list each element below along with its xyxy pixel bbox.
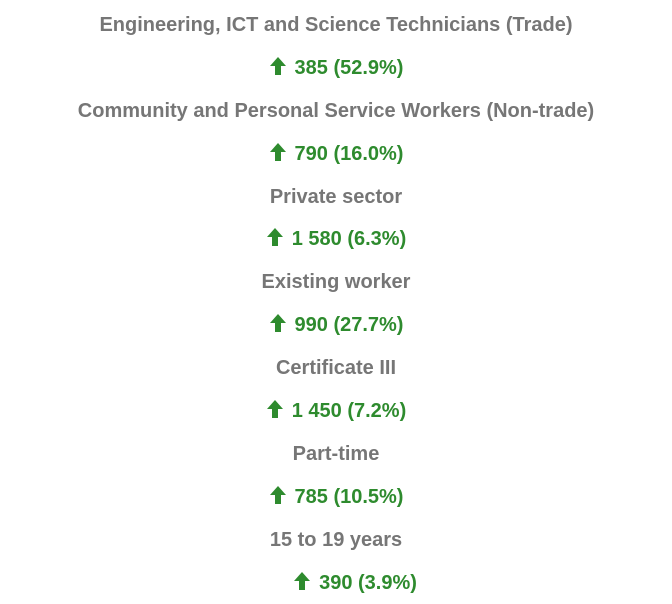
up-arrow-icon <box>266 228 283 247</box>
item-change: 1 450 (7.2%) <box>0 390 672 433</box>
up-arrow-icon <box>269 485 286 504</box>
up-arrow <box>269 314 286 333</box>
change-value: 785 (10.5%) <box>294 485 404 508</box>
item-label: Certificate III <box>275 357 397 380</box>
item-change: 990 (27.7%) <box>0 304 672 347</box>
up-arrow <box>266 228 283 247</box>
item-label: Community and Personal Service Workers (… <box>77 99 595 122</box>
change-value: 1 450 (7.2%) <box>291 400 407 423</box>
item: Certificate III 1 450 (7.2%) <box>0 347 672 433</box>
up-arrow <box>269 56 286 75</box>
item-change: 390 (3.9%) <box>0 562 672 604</box>
item: 15 to 19 years 390 (3.9%) <box>0 519 672 604</box>
item: Engineering, ICT and Science Technicians… <box>0 4 672 90</box>
up-arrow <box>269 142 286 161</box>
change-value: 790 (16.0%) <box>294 142 404 165</box>
item-change: 385 (52.9%) <box>0 47 672 90</box>
change-value: 990 (27.7%) <box>294 314 404 337</box>
up-arrow-icon <box>269 56 286 75</box>
up-arrow-icon <box>269 314 286 333</box>
item-change: 785 (10.5%) <box>0 476 672 519</box>
up-arrow <box>294 571 311 590</box>
change-value: 1 580 (6.3%) <box>291 228 407 251</box>
item-label: Private sector <box>269 185 403 208</box>
item-label: Part-time <box>292 442 380 465</box>
up-arrow-icon <box>294 571 311 590</box>
item: Community and Personal Service Workers (… <box>0 90 672 176</box>
change-value: 385 (52.9%) <box>294 56 404 79</box>
item: Private sector 1 580 (6.3%) <box>0 176 672 262</box>
up-arrow <box>269 485 286 504</box>
up-arrow-icon <box>266 400 283 419</box>
change-value: 390 (3.9%) <box>319 571 417 594</box>
up-arrow-icon <box>269 142 286 161</box>
item-label: Existing worker <box>261 271 411 294</box>
item: Part-time 785 (10.5%) <box>0 433 672 519</box>
up-arrow <box>266 400 283 419</box>
item-label: Engineering, ICT and Science Technicians… <box>99 14 573 36</box>
item-change: 1 580 (6.3%) <box>0 218 672 261</box>
item-change: 790 (16.0%) <box>0 133 672 176</box>
item: Existing worker 990 (27.7%) <box>0 261 672 347</box>
item-label: 15 to 19 years <box>269 528 403 551</box>
